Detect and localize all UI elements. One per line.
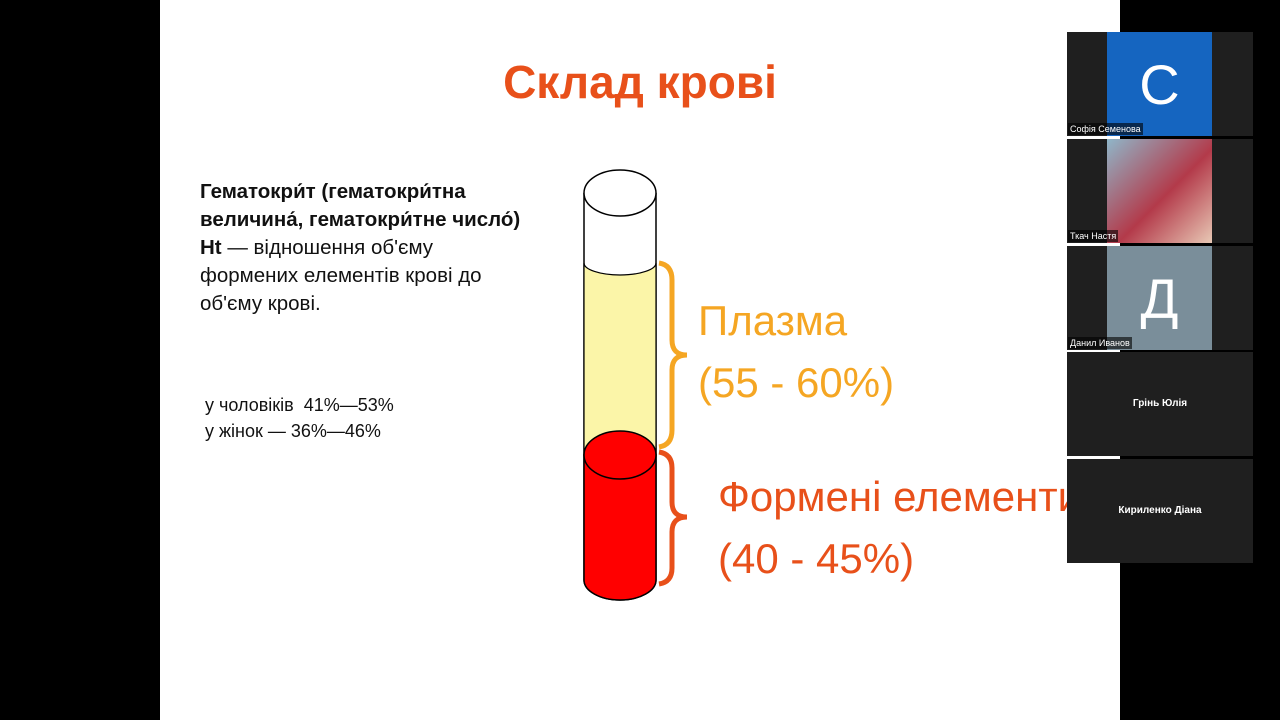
term: Гематокри́т (гематокри́тна величина́, ге… [200,180,521,259]
range-men: у чоловіків 41%—53% [205,395,394,415]
plasma-label: Плазма (55 - 60%) [698,290,894,414]
avatar: С [1107,32,1212,136]
elements-label: Формені елементи (40 - 45%) [718,466,1081,590]
tube-diagram [583,169,688,601]
participant-tile[interactable]: Кириленко Діана [1067,459,1253,563]
plasma-range: (55 - 60%) [698,359,895,406]
participant-tile[interactable]: Д Данил Иванов [1067,246,1253,350]
avatar-image [1107,139,1212,243]
definition: Гематокри́т (гематокри́тна величина́, ге… [200,178,535,318]
slide: Склад крові Гематокри́т (гематокри́тна в… [160,0,1120,720]
participant-tile[interactable]: С Софія Семенова [1067,32,1253,136]
participant-name: Кириленко Діана [1118,505,1202,516]
participant-tile[interactable]: Грінь Юлія [1067,352,1253,456]
definition-text: — відношення об'єму формених елементів к… [200,236,482,315]
elements-range: (40 - 45%) [718,535,915,582]
plasma-name: Плазма [698,297,848,344]
slide-title: Склад крові [503,56,777,108]
participant-name: Грінь Юлія [1132,398,1188,409]
avatar: Д [1107,246,1212,350]
elements-name: Формені елементи [718,473,1082,520]
ranges: у чоловіків 41%—53% у жінок — 36%—46% [205,392,394,444]
participant-name: Данил Иванов [1068,337,1132,349]
participant-tile[interactable]: Ткач Настя [1067,139,1253,243]
participant-name: Софія Семенова [1068,123,1143,135]
participant-name: Ткач Настя [1068,230,1119,242]
range-women: у жінок — 36%—46% [205,421,381,441]
